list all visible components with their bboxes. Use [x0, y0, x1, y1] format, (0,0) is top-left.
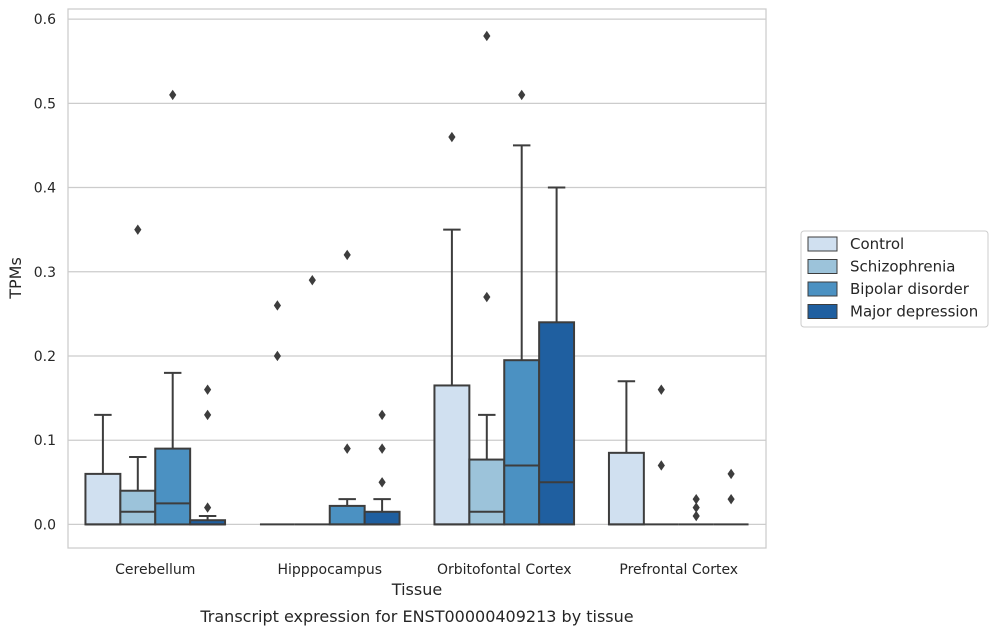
box-major-depression-prefrontal-cortex: [713, 468, 749, 526]
legend: Control Schizophrenia Bipolar disorder Majo…: [800, 230, 989, 328]
y-tick-label: 0.6: [34, 12, 56, 28]
box-control-prefrontal-cortex: [607, 380, 645, 526]
x-tick-labels: Cerebellum Hipppocampus Orbitofontal Corte…: [115, 562, 738, 578]
x-tick-label: Cerebellum: [115, 562, 195, 578]
box-schizophrenia-prefrontal-cortex: [643, 384, 679, 526]
outlier-point: [134, 224, 142, 235]
legend-swatch: [807, 281, 838, 297]
legend-label: Bipolar disorder: [850, 280, 970, 298]
outlier-point: [727, 493, 735, 505]
outlier-point: [378, 409, 386, 421]
outlier-point: [657, 384, 665, 395]
legend-label: Control: [850, 235, 904, 253]
legend-swatch: [807, 236, 838, 252]
outlier-point: [448, 131, 456, 143]
outlier-point: [692, 502, 700, 513]
outlier-point: [378, 443, 386, 454]
box-iqr: [503, 359, 541, 526]
outlier-point: [483, 291, 491, 303]
box-iqr: [328, 504, 366, 526]
box-iqr: [538, 321, 576, 526]
outlier-point: [692, 493, 700, 505]
box-major-depression-cerebellum: [189, 384, 227, 526]
box-iqr: [84, 472, 122, 526]
outlier-point: [378, 477, 386, 488]
outlier-point: [204, 409, 212, 421]
legend-label: Major depression: [850, 303, 978, 321]
outlier-point: [692, 510, 700, 522]
box-control-cerebellum: [84, 413, 122, 526]
box-schizophrenia-cerebellum: [119, 224, 157, 526]
outlier-point: [518, 89, 526, 101]
y-tick-labels: 0.0 0.1 0.2 0.3 0.4 0.5 0.6: [34, 12, 56, 533]
box-iqr: [468, 458, 506, 526]
x-axis-label: Tissue: [391, 580, 442, 599]
chart-caption: Transcript expression for ENST0000040921…: [199, 607, 633, 626]
y-tick-label: 0.4: [34, 181, 56, 197]
outlier-point: [483, 30, 491, 42]
box-iqr: [363, 510, 401, 526]
outlier-point: [308, 274, 316, 286]
box-bipolar-disorder-prefrontal-cortex: [678, 493, 714, 526]
outlier-point: [273, 350, 281, 362]
x-tick-label: Orbitofontal Cortex: [437, 562, 572, 578]
box-schizophrenia-hipppocampus: [294, 274, 330, 526]
outlier-point: [343, 249, 351, 261]
outlier-point: [169, 89, 177, 101]
outlier-point: [204, 384, 212, 395]
box-iqr: [154, 447, 192, 526]
x-tick-label: Hipppocampus: [277, 562, 382, 578]
box-control-orbitofontal-cortex: [433, 131, 471, 526]
box-bipolar-disorder-cerebellum: [154, 89, 192, 526]
legend-swatch: [807, 259, 838, 274]
y-tick-label: 0.3: [34, 265, 56, 281]
outlier-point: [727, 468, 735, 480]
outlier-point: [204, 502, 212, 513]
legend-label: Schizophrenia: [850, 258, 955, 276]
box-iqr: [119, 489, 157, 526]
y-tick-label: 0.1: [34, 433, 56, 449]
x-tick-label: Prefrontal Cortex: [619, 562, 738, 578]
y-tick-label: 0.5: [34, 96, 56, 112]
y-axis-label: TPMs: [6, 257, 25, 300]
outlier-point: [273, 300, 281, 311]
y-tick-label: 0.2: [34, 349, 56, 365]
outlier-point: [343, 443, 351, 454]
box-bipolar-disorder-orbitofontal-cortex: [503, 89, 541, 526]
legend-frame: [800, 230, 989, 328]
box-major-depression-orbitofontal-cortex: [538, 186, 576, 526]
box-control-hipppocampus: [259, 300, 295, 526]
box-major-depression-hipppocampus: [363, 409, 401, 526]
boxes: [84, 30, 749, 526]
box-iqr: [433, 384, 471, 526]
legend-swatch: [807, 304, 838, 319]
outlier-point: [657, 460, 665, 471]
y-tick-label: 0.0: [34, 517, 56, 533]
box-iqr: [607, 451, 645, 526]
